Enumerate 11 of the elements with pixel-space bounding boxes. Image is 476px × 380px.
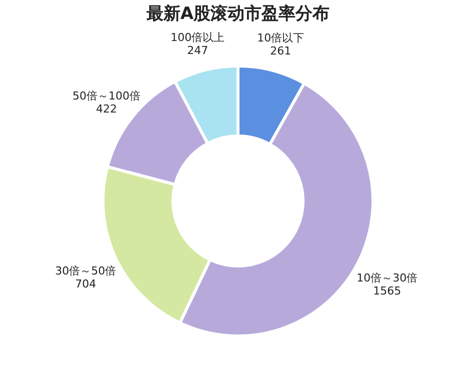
data-label: 1565 [373,284,402,298]
slice-label: 100倍以上 [170,30,225,44]
slice-label: 30倍～50倍 [55,264,116,278]
data-label: 422 [96,102,117,116]
data-label: 247 [187,44,208,57]
chart-title: 最新A股滚动市盈率分布 [145,4,330,24]
slice-label: 50倍～100倍 [72,90,140,103]
slice-label: 10倍以下 [257,31,304,44]
slice-label: 10倍～30倍 [356,271,418,284]
data-label: 704 [75,278,96,291]
data-label: 261 [270,44,292,58]
